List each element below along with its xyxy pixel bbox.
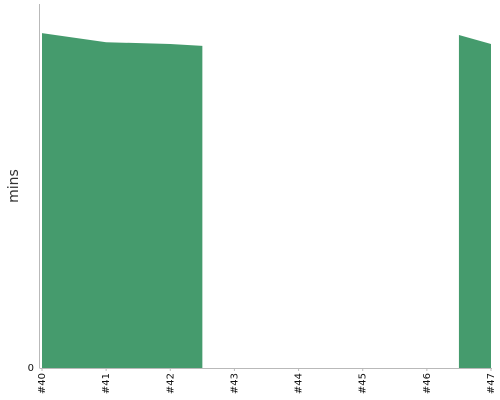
x-tick-label: #44 <box>294 373 305 394</box>
x-tick-label: #43 <box>229 373 240 394</box>
x-tick-label: #45 <box>358 373 369 394</box>
x-tick-label: #47 <box>486 373 497 394</box>
x-tick-layer: #40 #41 #42 #43 #44 #45 #46 #47 <box>37 368 497 394</box>
y-tick-layer: 0 <box>28 363 34 374</box>
y-tick-label: 0 <box>28 363 34 374</box>
x-tick-label: #46 <box>422 373 433 394</box>
area-layer <box>42 33 491 369</box>
x-tick-label: #42 <box>165 373 176 394</box>
x-tick-label: #41 <box>101 373 112 394</box>
y-axis-label: mins <box>6 169 22 203</box>
x-tick-label: #40 <box>37 373 48 394</box>
area-segment-success <box>458 34 491 368</box>
area-segment-success <box>42 33 203 369</box>
